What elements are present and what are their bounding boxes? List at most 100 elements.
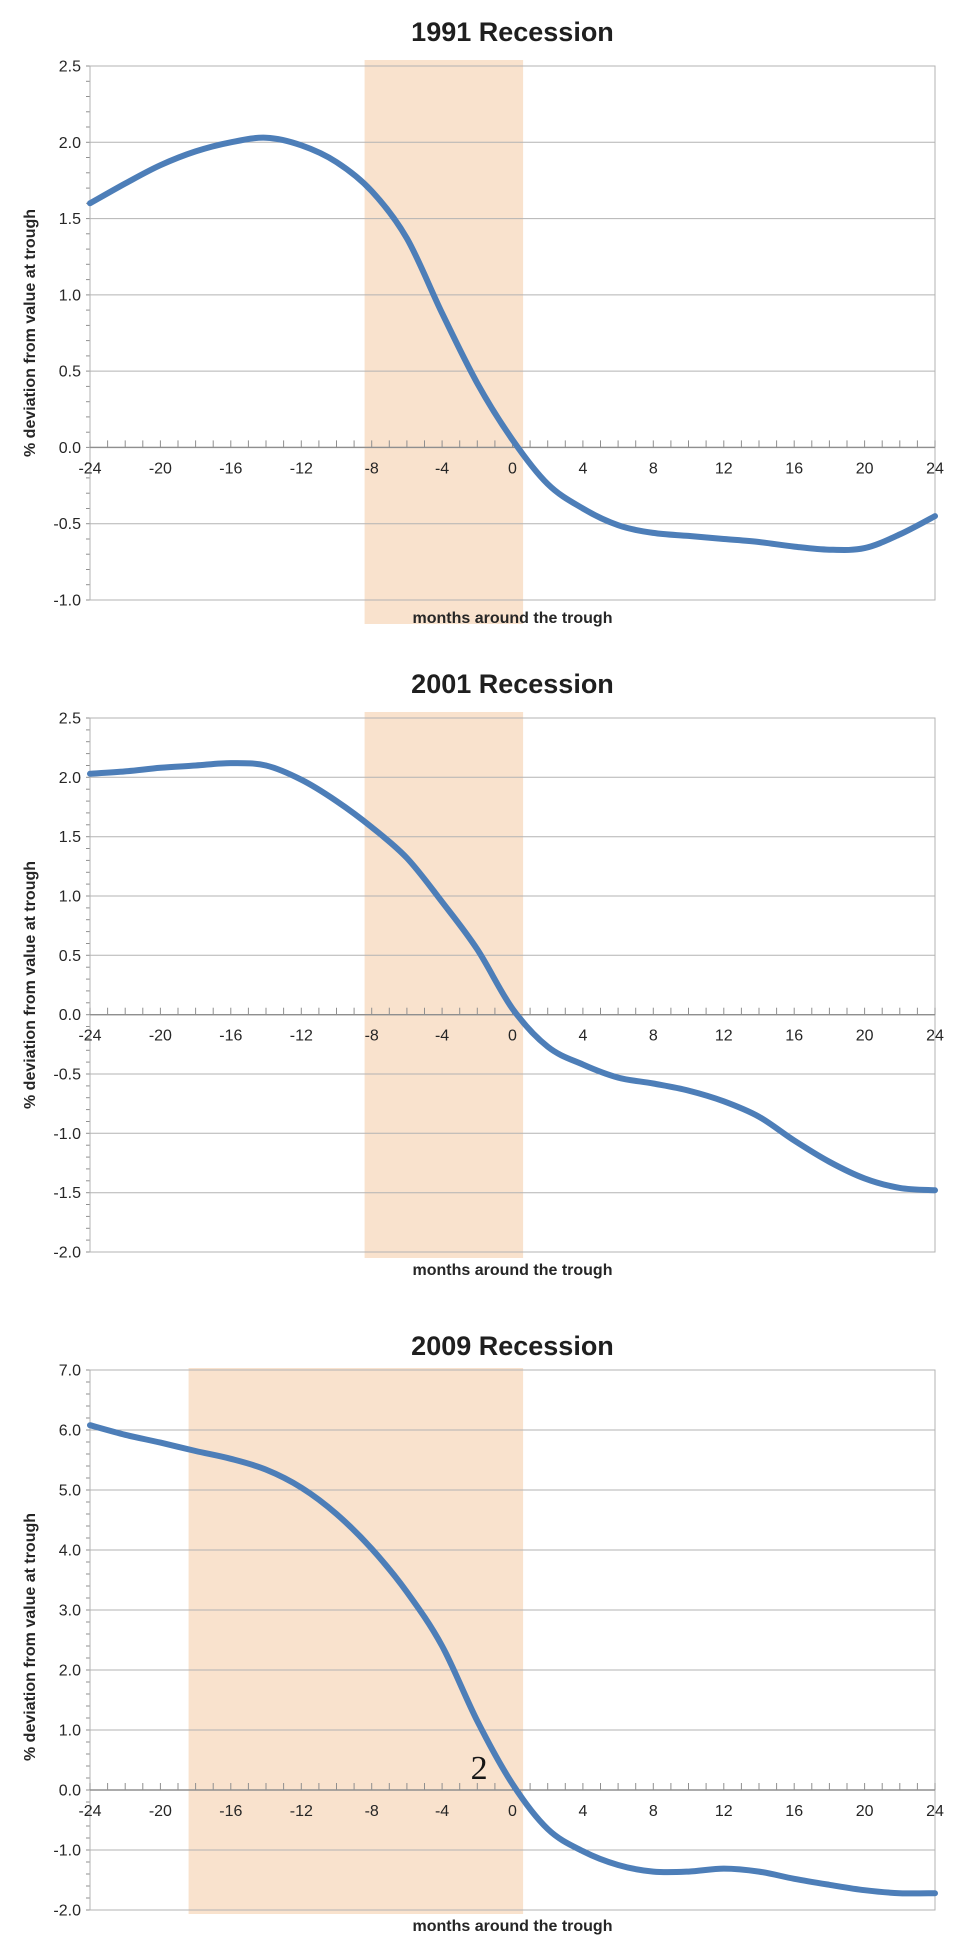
x-tick-label: -8 [365, 1028, 379, 1045]
x-tick-label: 12 [715, 1803, 733, 1820]
y-tick-label: 2.0 [59, 770, 81, 787]
x-tick-label: 20 [856, 1803, 874, 1820]
x-tick-label: -4 [435, 1028, 449, 1045]
y-tick-label: -2.0 [53, 1903, 81, 1920]
x-tick-label: -24 [78, 1803, 101, 1820]
x-axis-title: months around the trough [412, 1262, 613, 1279]
plot-border [89, 717, 936, 1253]
x-axis [89, 440, 936, 449]
x-tick-label: -24 [78, 460, 101, 477]
x-axis-title: months around the trough [412, 610, 613, 627]
y-tick-label: 2.5 [59, 59, 81, 76]
recession-band [364, 60, 524, 624]
x-tick-label: 20 [856, 1028, 874, 1045]
y-tick-label: 0.0 [59, 1783, 81, 1800]
y-tick-label: 7.0 [59, 1363, 81, 1380]
x-tick-label: 8 [649, 1803, 658, 1820]
y-axis-title: % deviation from value at trough [22, 860, 39, 1110]
y-tick-label: -2.0 [53, 1245, 81, 1262]
x-tick-labels: -24 -20 -16 -12 -8 -4 0 4 8 12 16 20 24 [78, 1803, 944, 1820]
y-minor-ticks [86, 1369, 90, 1911]
x-tick-label: -12 [290, 1028, 313, 1045]
line-chart-2009: 7.0 6.0 5.0 4.0 3.0 2.0 1.0 0.0 -1.0 -2.0 -24 -20 -1… [53, 1363, 944, 1920]
y-tick-label: -0.5 [53, 1067, 81, 1084]
y-tick-label: 2.0 [59, 1663, 81, 1680]
x-tick-label: 24 [926, 1803, 944, 1820]
x-tick-label: -24 [78, 1028, 101, 1045]
x-tick-label: 4 [578, 1028, 587, 1045]
y-tick-label: 2.5 [59, 711, 81, 728]
x-axis [89, 1007, 936, 1016]
x-tick-label: 16 [785, 1803, 803, 1820]
x-tick-label: -16 [219, 1028, 242, 1045]
x-tick-label: -12 [290, 460, 313, 477]
chart-title-2001: 2001 Recession [411, 669, 614, 699]
x-tick-label: 16 [785, 1028, 803, 1045]
data-series-line [87, 760, 938, 1194]
y-tick-label: -1.0 [53, 1126, 81, 1143]
x-tick-label: 0 [508, 460, 517, 477]
y-axis-title: % deviation from value at trough [22, 1512, 39, 1762]
y-axis-title: % deviation from value at trough [22, 208, 39, 458]
line-chart-1991: 2.5 2.0 1.5 1.0 0.5 0.0 -0.5 -1.0 -24 -20 -16 -12 -8… [53, 59, 944, 624]
y-tick-label: 1.0 [59, 1723, 81, 1740]
y-tick-label: 1.0 [59, 889, 81, 906]
plot-border [89, 1369, 936, 1911]
x-tick-label: 0 [508, 1028, 517, 1045]
y-minor-ticks [86, 65, 90, 601]
y-tick-label: 1.5 [59, 829, 81, 846]
chart-title-1991: 1991 Recession [411, 17, 614, 47]
plot-border [89, 65, 936, 601]
y-tick-label: 0.0 [59, 440, 81, 457]
y-tick-label: 5.0 [59, 1483, 81, 1500]
y-tick-labels: 2.5 2.0 1.5 1.0 0.5 0.0 -0.5 -1.0 -1.5 -2.0 [53, 711, 81, 1262]
x-tick-label: 24 [926, 1028, 944, 1045]
x-tick-label: -16 [219, 460, 242, 477]
y-tick-label: 0.5 [59, 948, 81, 965]
x-tick-label: 8 [649, 1028, 658, 1045]
y-tick-label: -0.5 [53, 516, 81, 533]
y-minor-ticks [86, 717, 90, 1253]
y-tick-label: -1.0 [53, 593, 81, 610]
y-tick-label: -1.0 [53, 1843, 81, 1860]
y-tick-label: 1.0 [59, 287, 81, 304]
x-tick-label: 4 [578, 460, 587, 477]
chart-title-2009: 2009 Recession [411, 1331, 614, 1361]
y-tick-labels: 2.5 2.0 1.5 1.0 0.5 0.0 -0.5 -1.0 [53, 59, 81, 610]
x-tick-label: 24 [926, 460, 944, 477]
annotation-text: 2 [471, 1750, 488, 1787]
line-chart-2001: 2.5 2.0 1.5 1.0 0.5 0.0 -0.5 -1.0 -1.5 -2.0 -24 -20… [53, 711, 944, 1262]
y-tick-label: 0.0 [59, 1007, 81, 1024]
x-tick-label: -12 [290, 1803, 313, 1820]
x-tick-labels: -24 -20 -16 -12 -8 -4 0 4 8 12 16 20 24 [78, 1028, 944, 1045]
x-tick-label: 0 [508, 1803, 517, 1820]
chart-panel-2001: 2.5 2.0 1.5 1.0 0.5 0.0 -0.5 -1.0 -1.5 -2.0 -24 -20… [0, 652, 960, 1304]
x-tick-label: -20 [149, 460, 172, 477]
x-tick-label: -8 [365, 1803, 379, 1820]
y-tick-label: 6.0 [59, 1423, 81, 1440]
y-tick-label: 1.5 [59, 211, 81, 228]
x-tick-label: 4 [578, 1803, 587, 1820]
y-tick-labels: 7.0 6.0 5.0 4.0 3.0 2.0 1.0 0.0 -1.0 -2.0 [53, 1363, 81, 1920]
x-tick-label: -20 [149, 1803, 172, 1820]
y-tick-label: 2.0 [59, 135, 81, 152]
x-tick-label: 16 [785, 460, 803, 477]
x-tick-label: -4 [435, 1803, 449, 1820]
x-tick-label: -8 [365, 460, 379, 477]
x-tick-label: 20 [856, 460, 874, 477]
chart-panel-2009: 7.0 6.0 5.0 4.0 3.0 2.0 1.0 0.0 -1.0 -2.0 -24 -20 -1… [0, 1304, 960, 1958]
x-tick-label: 8 [649, 460, 658, 477]
x-tick-label: -20 [149, 1028, 172, 1045]
x-axis [89, 1783, 936, 1791]
y-tick-label: 0.5 [59, 364, 81, 381]
y-tick-label: 4.0 [59, 1543, 81, 1560]
x-tick-label: 12 [715, 460, 733, 477]
x-tick-labels: -24 -20 -16 -12 -8 -4 0 4 8 12 16 20 24 [78, 460, 944, 477]
y-tick-label: -1.5 [53, 1185, 81, 1202]
x-tick-label: -4 [435, 460, 449, 477]
data-series-line [87, 1422, 938, 1897]
x-axis-title: months around the trough [412, 1918, 613, 1935]
data-series-line [87, 134, 938, 554]
chart-panel-1991: 2.5 2.0 1.5 1.0 0.5 0.0 -0.5 -1.0 -24 -20 -16 -12 -8… [0, 0, 960, 652]
